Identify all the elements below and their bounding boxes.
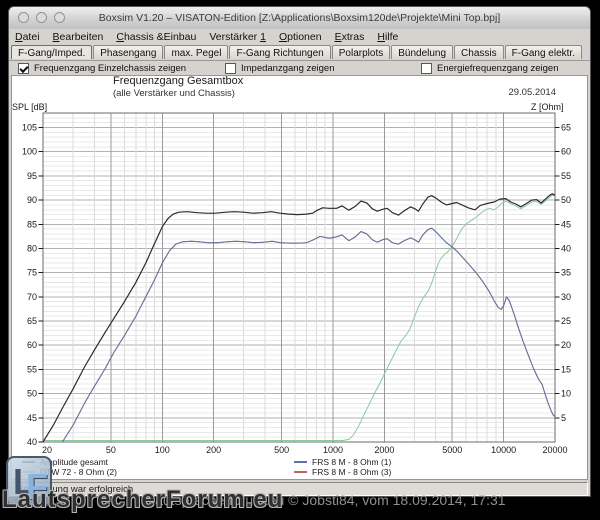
checkbox-frequenzgang-einzelchassis-zeigen[interactable] (18, 62, 29, 74)
titlebar[interactable]: Boxsim V1.20 – VISATON-Edition [Z:\Appli… (9, 7, 590, 30)
tab-bar: F-Gang/Imped. Phasengang max. Pegel F-Gang … (9, 45, 590, 61)
y-axis-right-label: Z [Ohm] (531, 102, 564, 112)
watermark-logo-letter-f: F (26, 466, 48, 507)
status-text: Berechnung war erfolgreich (17, 484, 134, 495)
menu-item-hilfe[interactable]: Hilfe (377, 31, 399, 43)
watermark-stylized-text: LautsprecherForum.eu (2, 486, 284, 513)
legend-label: DTW 72 - 8 Ohm (2) (40, 467, 117, 477)
tab-f-gang-elektr[interactable]: F-Gang elektr. (504, 45, 582, 59)
legend-label: FRS 8 M - 8 Ohm (1) (312, 457, 392, 467)
menu-item-chassis-einbau[interactable]: Chassis &Einbau (116, 31, 197, 43)
watermark-logo-letter-l: L (13, 461, 35, 502)
menu-item-bearbeiten[interactable]: Bearbeiten (52, 31, 104, 43)
menu-item-datei[interactable]: Datei (15, 31, 40, 43)
chart-subtitle: (alle Verstärker und Chassis) (113, 88, 235, 99)
checkbox-label: Impedanzgang zeigen (241, 62, 335, 74)
tab-polarplots[interactable]: Polarplots (331, 45, 391, 59)
legend-item-frs-8-m-8-ohm-3: FRS 8 M - 8 Ohm (3) (294, 467, 391, 477)
chart-panel (11, 75, 588, 480)
menu-bar: Datei Bearbeiten Chassis &Einbau Verstärker… (9, 29, 590, 45)
menu-item-extras[interactable]: Extras (334, 31, 365, 43)
checkbox-label: Energiefrequenzgang zeigen (437, 62, 559, 74)
checkbox-label: Frequenzgang Einzelchassis zeigen (34, 62, 187, 74)
legend-swatch (294, 471, 307, 473)
tab-divider (9, 60, 590, 61)
legend-label: FRS 8 M - 8 Ohm (3) (312, 467, 392, 477)
tab-f-gang-imped[interactable]: F-Gang/Imped. (11, 45, 93, 59)
close-button[interactable] (18, 12, 29, 23)
window-title: Boxsim V1.20 – VISATON-Edition [Z:\Appli… (98, 12, 501, 24)
toggle-energiefrequenzgang-zeigen[interactable]: Energiefrequenzgang zeigen (421, 62, 558, 74)
legend-item-frs-8-m-8-ohm-1: FRS 8 M - 8 Ohm (1) (294, 457, 391, 467)
tab-chassis[interactable]: Chassis (454, 45, 504, 59)
menu-item-optionen[interactable]: Optionen (278, 31, 322, 43)
watermark-logo: L F (6, 456, 52, 507)
zoom-button[interactable] (54, 12, 65, 23)
tab-max-pegel[interactable]: max. Pegel (164, 45, 229, 59)
y-axis-left-label: SPL [dB] (12, 102, 48, 112)
watermark-credit-text: lautsprecherforum.eu © Jobsti84, vom 18.… (152, 492, 506, 508)
app-window: Boxsim V1.20 – VISATON-Edition [Z:\Appli… (8, 6, 591, 497)
legend-label: Amplitude gesamt (40, 457, 109, 467)
checkbox-energiefrequenzgang-zeigen[interactable] (421, 62, 432, 74)
chart-title: Frequenzgang Gesamtbox (113, 75, 244, 87)
traffic-lights (18, 12, 65, 23)
tab-phasengang[interactable]: Phasengang (93, 45, 164, 59)
tab-f-gang-richtungen[interactable]: F-Gang Richtungen (229, 45, 331, 59)
menu-item-verst-rker-1[interactable]: Verstärker 1 (209, 31, 266, 43)
checkbox-impedanzgang-zeigen[interactable] (225, 62, 236, 74)
minimize-button[interactable] (36, 12, 47, 23)
legend-swatch (294, 461, 307, 463)
tab-b-ndelung[interactable]: Bündelung (391, 45, 454, 59)
toggle-frequenzgang-einzelchassis-zeigen[interactable]: Frequenzgang Einzelchassis zeigen (18, 62, 186, 74)
chart-date: 29.05.2014 (508, 87, 556, 98)
toggle-impedanzgang-zeigen[interactable]: Impedanzgang zeigen (225, 62, 335, 74)
